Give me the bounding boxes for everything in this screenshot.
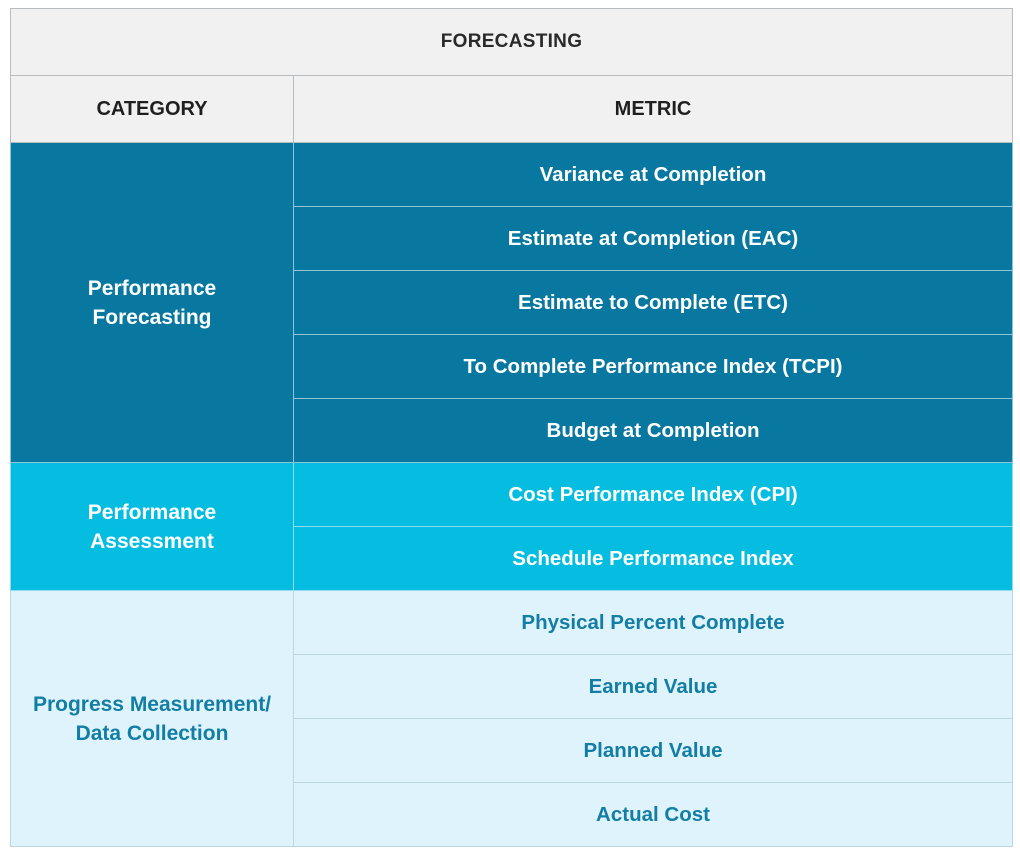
title-row: FORECASTING <box>10 8 1013 76</box>
table-row: Performance Assessment Cost Performance … <box>10 462 1013 591</box>
table-row: Performance Forecasting Variance at Comp… <box>10 142 1013 463</box>
metric-cell: Earned Value <box>293 654 1013 719</box>
metric-cell: Variance at Completion <box>293 142 1013 207</box>
forecasting-table-container: FORECASTING CATEGORY METRIC Performance … <box>10 8 1013 847</box>
metric-cell: Schedule Performance Index <box>293 526 1013 591</box>
metric-cell: Budget at Completion <box>293 398 1013 463</box>
category-progress-measurement: Progress Measurement/ Data Collection <box>10 590 294 847</box>
category-performance-assessment: Performance Assessment <box>10 462 294 591</box>
table-row: Actual Cost <box>11 782 1013 847</box>
table-row: Estimate to Complete (ETC) <box>11 270 1013 335</box>
metric-header: METRIC <box>293 75 1013 143</box>
table-row: Planned Value <box>11 718 1013 783</box>
metric-cell: Actual Cost <box>293 782 1013 847</box>
table-row: Earned Value <box>11 654 1013 719</box>
table-title: FORECASTING <box>10 8 1013 76</box>
metric-cell: Estimate at Completion (EAC) <box>293 206 1013 271</box>
table-row: Schedule Performance Index <box>11 526 1013 591</box>
metric-cell: Cost Performance Index (CPI) <box>293 462 1013 527</box>
metric-cell: Physical Percent Complete <box>293 590 1013 655</box>
table-row: Progress Measurement/ Data Collection Ph… <box>10 590 1013 847</box>
category-performance-forecasting: Performance Forecasting <box>10 142 294 463</box>
metric-cell: To Complete Performance Index (TCPI) <box>293 334 1013 399</box>
table-row: Estimate at Completion (EAC) <box>11 206 1013 271</box>
category-header: CATEGORY <box>10 75 294 143</box>
metric-cell: Estimate to Complete (ETC) <box>293 270 1013 335</box>
forecasting-table: FORECASTING CATEGORY METRIC Performance … <box>10 8 1013 847</box>
metric-cell: Planned Value <box>293 718 1013 783</box>
table-row: Budget at Completion <box>11 398 1013 463</box>
header-row: CATEGORY METRIC <box>10 75 1013 143</box>
